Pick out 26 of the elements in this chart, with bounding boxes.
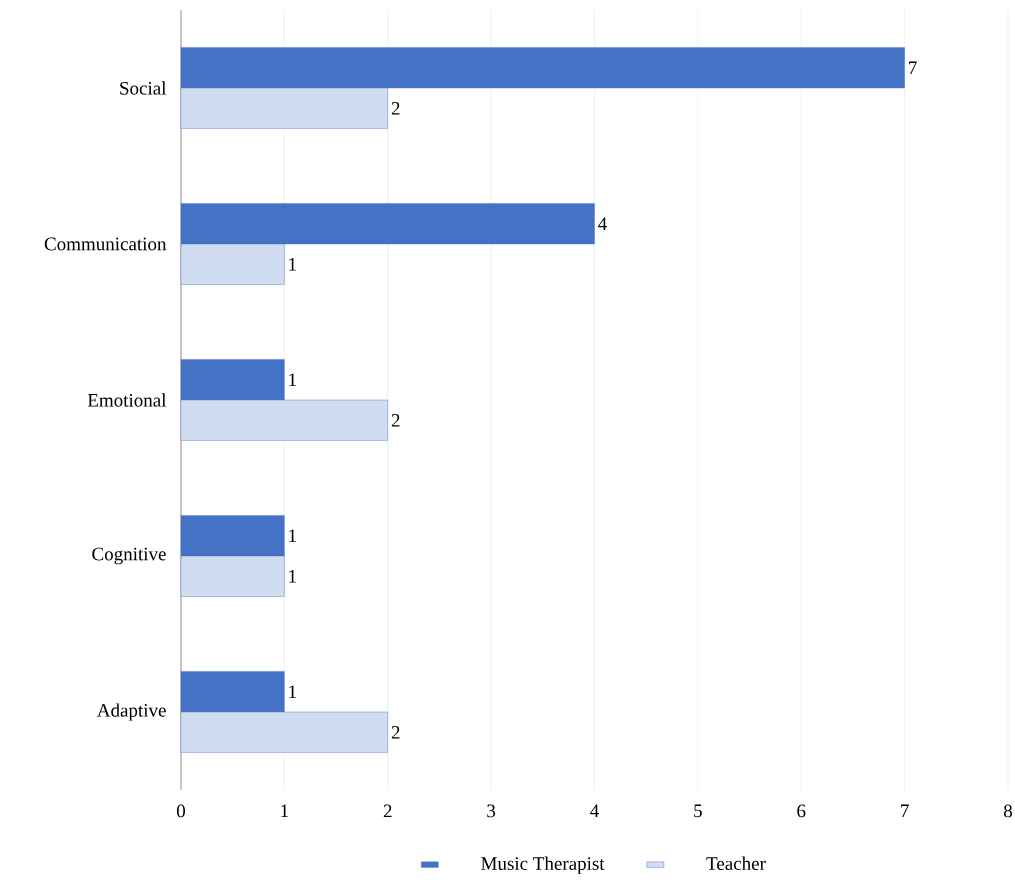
y-tick-label: Communication [44, 237, 167, 251]
data-label: 1 [289, 570, 296, 583]
data-label: 1 [289, 685, 296, 698]
data-label: 4 [598, 217, 607, 230]
x-tick-label: 2 [383, 804, 392, 818]
y-tick-label: Emotional [87, 393, 167, 407]
y-tick-label: Adaptive [97, 703, 166, 721]
x-tick-label: 7 [901, 804, 909, 817]
x-tick-label: 3 [487, 804, 496, 818]
x-tick-label: 4 [590, 804, 599, 818]
x-tick-label: 8 [1003, 804, 1013, 818]
x-tick-label: 5 [694, 804, 702, 818]
data-label: 1 [289, 373, 296, 386]
legend-label: Music Therapist [481, 856, 605, 874]
data-label: 2 [391, 413, 400, 427]
y-tick-label: Cognitive [92, 547, 166, 565]
x-tick-label: 0 [176, 804, 186, 818]
data-label: 1 [289, 258, 296, 271]
y-tick-label: Social [120, 81, 167, 95]
x-tick-label: 1 [281, 804, 288, 818]
data-label: 1 [289, 529, 296, 542]
data-label: 2 [391, 725, 400, 739]
data-label: 2 [391, 101, 400, 115]
x-tick-label: 6 [797, 804, 806, 818]
legend-label: Teacher [706, 856, 766, 870]
data-label: 7 [909, 61, 917, 74]
